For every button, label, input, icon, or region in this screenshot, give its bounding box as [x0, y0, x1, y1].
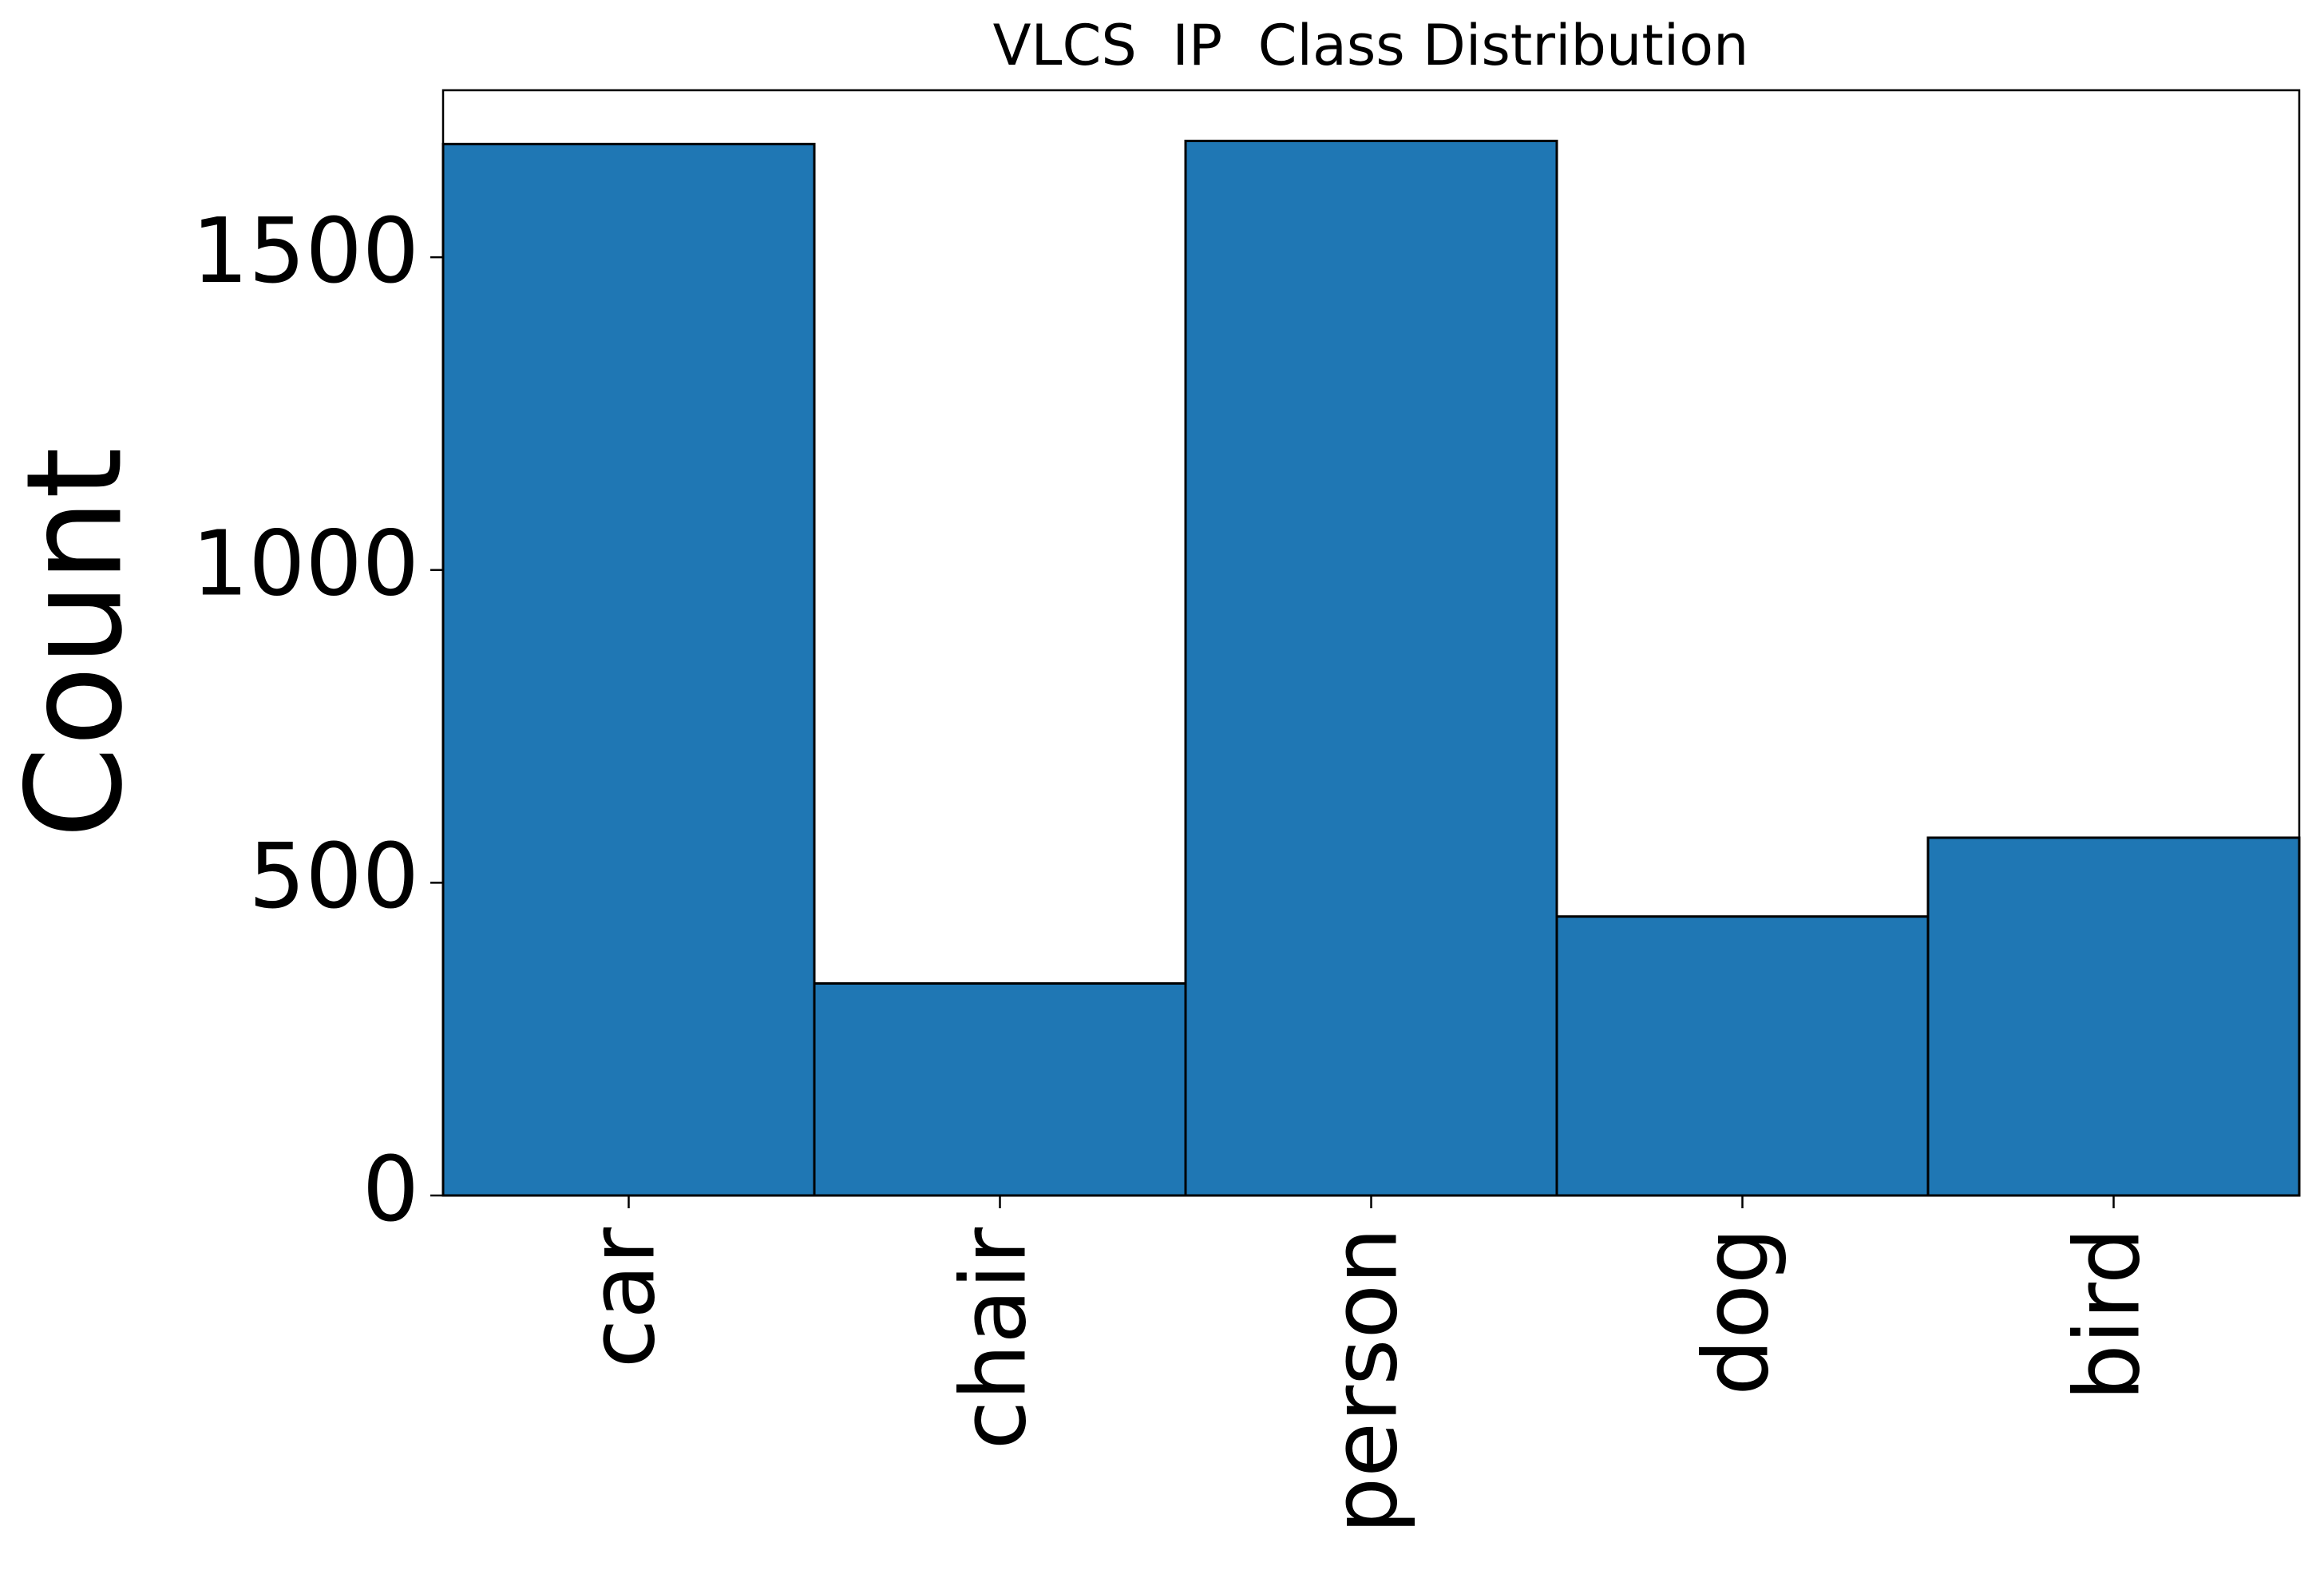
y-axis-label: Count: [0, 447, 151, 839]
y-tick-label: 1000: [192, 513, 419, 617]
bar: [1555, 915, 1930, 1197]
x-tick-label: bird: [2056, 1227, 2160, 1401]
y-tick-label: 500: [248, 825, 419, 929]
bar: [441, 142, 816, 1197]
x-tick-label: car: [571, 1227, 675, 1368]
bar: [813, 981, 1187, 1197]
y-tick-label: 1500: [192, 200, 419, 303]
x-tick-label: dog: [1685, 1227, 1788, 1396]
bar: [1184, 139, 1558, 1197]
x-tick-label: chair: [942, 1227, 1046, 1449]
plot-frame: [441, 89, 2301, 1197]
chart-title: VLCS IP Class Distribution: [993, 13, 1749, 78]
y-tick-label: 0: [362, 1138, 419, 1242]
bar: [1926, 836, 2301, 1197]
x-tick-label: person: [1313, 1227, 1417, 1534]
